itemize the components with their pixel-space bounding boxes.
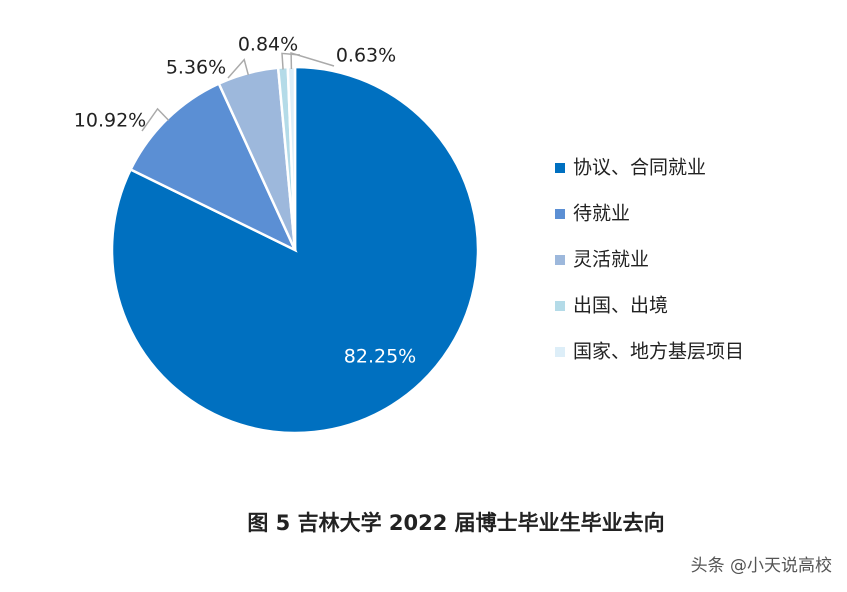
legend-label: 出国、出境 xyxy=(573,295,668,317)
data-label: 10.92% xyxy=(74,110,146,132)
legend-swatch xyxy=(555,347,565,357)
leader-line xyxy=(141,107,170,132)
data-label: 0.84% xyxy=(238,34,298,56)
legend-swatch xyxy=(555,163,565,173)
legend-label: 灵活就业 xyxy=(573,249,649,271)
legend-swatch xyxy=(555,301,565,311)
legend-label: 待就业 xyxy=(573,203,630,225)
data-label: 5.36% xyxy=(166,57,226,79)
legend-swatch xyxy=(555,209,565,219)
watermark: 头条 @小天说高校 xyxy=(691,556,832,576)
chart-title: 图 5 吉林大学 2022 届博士毕业生毕业去向 xyxy=(247,511,664,535)
data-label: 0.63% xyxy=(336,45,396,67)
legend-swatch xyxy=(555,255,565,265)
legend-label: 国家、地方基层项目 xyxy=(573,341,744,363)
data-label: 82.25% xyxy=(344,346,416,368)
leader-line xyxy=(290,52,335,70)
leader-line xyxy=(227,58,250,79)
legend-label: 协议、合同就业 xyxy=(573,157,706,179)
